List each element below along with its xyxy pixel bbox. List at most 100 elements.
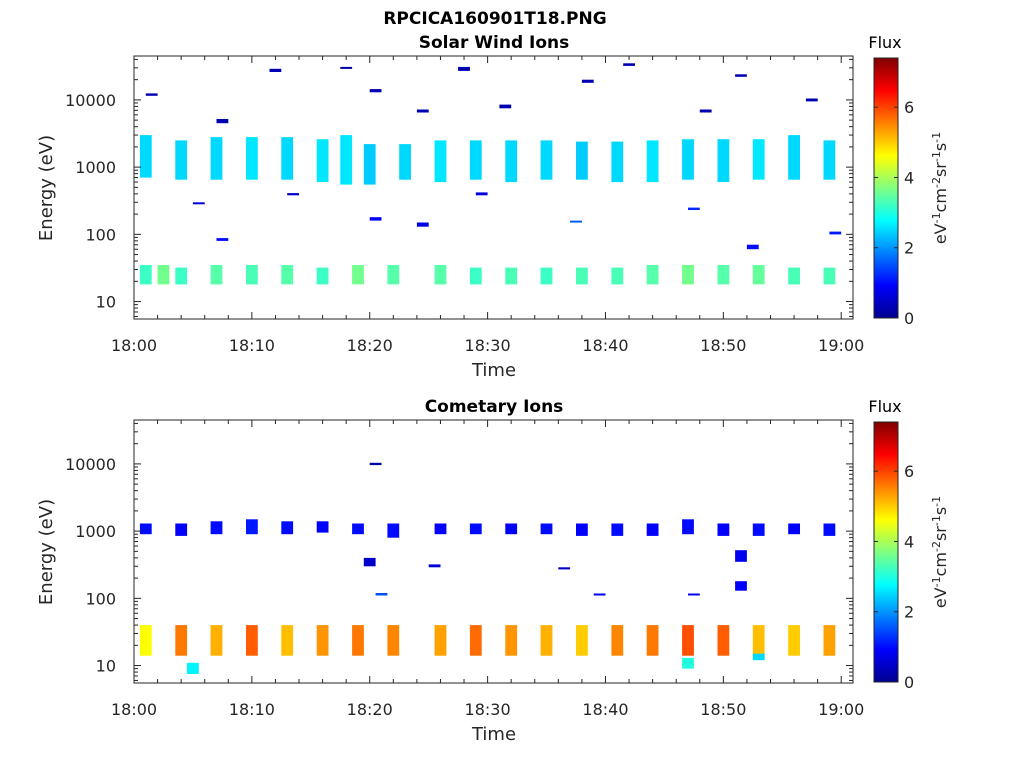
heatmap-cell — [788, 135, 800, 180]
heatmap-cell — [611, 141, 624, 183]
heatmap-cell — [699, 109, 712, 113]
heatmap-cell — [682, 519, 694, 535]
heatmap-cell — [175, 625, 188, 656]
heatmap-cell — [788, 625, 800, 656]
heatmap-cell — [735, 74, 747, 77]
y-axis: 10 100 1000 10000 — [65, 58, 853, 317]
x-tick-label: 18:40 — [582, 700, 628, 719]
heatmap-cell — [823, 140, 836, 180]
heatmap-cell — [646, 265, 659, 285]
heatmap-cell — [646, 523, 659, 536]
colorbar-label: Flux — [868, 33, 901, 52]
heatmap-cell — [175, 523, 188, 536]
x-tick-label: 18:00 — [111, 336, 157, 355]
heatmap-cell — [788, 523, 800, 535]
x-tick-label: 18:30 — [465, 700, 511, 719]
heatmap-cell — [752, 523, 765, 536]
colorbar — [873, 421, 899, 683]
heatmap-cell — [246, 519, 258, 535]
heatmap-cell — [611, 267, 624, 285]
panel-title: Cometary Ions — [425, 397, 564, 417]
heatmap-cell — [752, 265, 765, 285]
heatmap-cell — [192, 202, 205, 205]
heatmap-cell — [505, 523, 518, 535]
x-tick-label: 18:30 — [465, 336, 511, 355]
heatmap-cell — [434, 265, 447, 285]
heatmap-cell — [246, 625, 258, 656]
colorbar-tick-label: 0 — [904, 309, 914, 328]
colorbar-ticks: 0 2 4 6 — [874, 98, 914, 328]
heatmap-cell — [210, 521, 223, 535]
heatmap-cell — [281, 137, 294, 180]
heatmap-cell — [210, 137, 223, 180]
heatmap-cell — [823, 523, 836, 536]
heatmap-cell — [576, 625, 588, 656]
heatmap-cell — [469, 267, 482, 285]
heatmap-cell — [387, 625, 400, 656]
heatmap-cell — [788, 267, 800, 285]
heatmap-cell — [505, 625, 518, 656]
heatmap-cell — [576, 267, 588, 285]
colorbar-tick-label: 6 — [904, 98, 914, 117]
heatmap-cell — [540, 267, 553, 285]
heatmap-cell — [593, 593, 606, 596]
heatmap-cell — [428, 564, 441, 568]
heatmap-cell — [363, 557, 376, 567]
heatmap-cell — [399, 144, 411, 180]
y-tick-label: 100 — [85, 225, 116, 244]
heatmap-cell — [387, 523, 400, 538]
heatmap-cell — [735, 550, 747, 562]
colorbar-label: Flux — [868, 397, 901, 416]
heatmap-cell — [352, 265, 364, 285]
y-tick-label: 1000 — [75, 522, 116, 541]
heatmap-cell — [281, 265, 294, 285]
colorbar-tick-label: 2 — [904, 603, 914, 622]
heatmap-cell — [540, 523, 553, 535]
heatmap-cell — [363, 144, 376, 185]
heatmap-cell — [210, 625, 223, 656]
x-axis-label: Time — [471, 360, 516, 381]
heatmap-cell — [805, 98, 818, 102]
heatmap-cell — [210, 265, 223, 285]
x-tick-label: 18:40 — [582, 336, 628, 355]
x-tick-label: 19:00 — [818, 700, 864, 719]
colorbar-ticks: 0 2 4 6 — [874, 462, 914, 692]
heatmap-cell — [246, 137, 258, 180]
heatmap-cell — [352, 523, 364, 535]
heatmap-cell — [369, 89, 382, 93]
heatmap-cell — [581, 79, 594, 83]
heatmap-cell — [540, 625, 553, 656]
heatmap-cell — [688, 593, 700, 596]
y-tick-label: 10000 — [65, 455, 116, 474]
heatmap-cell — [316, 521, 329, 533]
heatmap-cell — [175, 267, 188, 285]
x-tick-label: 18:50 — [700, 336, 746, 355]
y-tick-label: 1000 — [75, 158, 116, 177]
y-tick-label: 100 — [85, 589, 116, 608]
heatmap-cell — [823, 625, 836, 656]
heatmap-cell — [369, 217, 382, 221]
heatmap-cell — [570, 220, 582, 223]
heatmap-cell — [558, 567, 571, 570]
heatmap-cell — [434, 523, 447, 535]
y-axis-label: Energy (eV) — [36, 135, 57, 241]
heatmap-cell — [752, 653, 765, 661]
heatmap-cell — [752, 139, 765, 180]
x-tick-label: 18:20 — [347, 336, 393, 355]
heatmap-cell — [682, 625, 694, 656]
panel-title: Solar Wind Ions — [419, 33, 570, 53]
heatmap-cell — [717, 265, 730, 285]
heatmap-cell — [823, 267, 836, 285]
heatmap-cells — [139, 462, 836, 674]
heatmap-cell — [829, 231, 842, 235]
heatmap-cell — [688, 207, 700, 210]
heatmap-cell — [505, 267, 518, 285]
x-tick-label: 18:00 — [111, 700, 157, 719]
heatmap-cell — [623, 63, 635, 66]
heatmap-cell — [434, 140, 447, 183]
x-tick-label: 19:00 — [818, 336, 864, 355]
heatmap-cell — [316, 625, 329, 656]
figure-title: RPCICA160901T18.PNG — [383, 9, 606, 29]
